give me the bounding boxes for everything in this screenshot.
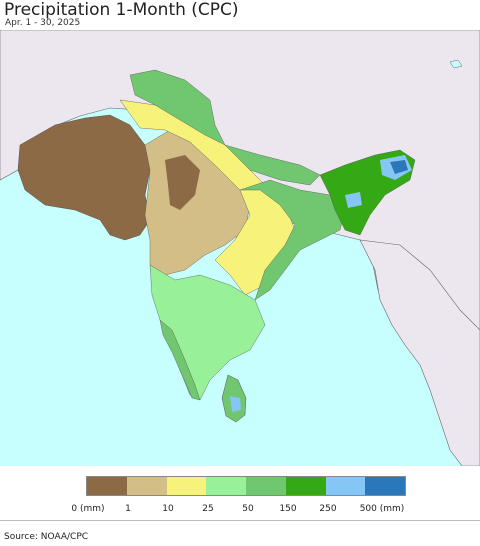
region-northeast-wettest — [390, 160, 408, 174]
legend-swatch — [246, 477, 286, 495]
legend-label: 25 — [202, 504, 214, 514]
legend-label: 10 — [162, 504, 174, 514]
legend-label: 150 — [279, 504, 297, 514]
region-meghalaya-wet — [345, 192, 362, 208]
legend-swatch — [206, 477, 246, 495]
region-nepal — [224, 144, 321, 186]
legend-color-bar — [86, 476, 406, 496]
source-credit: Source: NOAA/CPC — [4, 532, 89, 542]
map-subtitle: Apr. 1 - 30, 2025 — [5, 18, 81, 28]
footer-divider — [0, 520, 480, 521]
legend-swatch — [325, 477, 366, 495]
legend-swatch — [285, 477, 326, 495]
region-southwest-coast — [159, 319, 201, 401]
map-title: Precipitation 1-Month (CPC) — [4, 0, 239, 20]
legend-swatch — [365, 477, 405, 495]
island-east — [449, 59, 463, 69]
land-southeast — [359, 239, 480, 466]
region-rajasthan-dry — [165, 155, 200, 210]
legend-label: 1 — [125, 504, 131, 514]
legend-label: 50 — [242, 504, 254, 514]
legend-swatch — [87, 477, 127, 495]
legend-label: 250 — [319, 504, 337, 514]
legend-swatch — [166, 477, 207, 495]
precipitation-map — [0, 30, 480, 466]
region-pakistan-dry — [17, 114, 151, 241]
region-east-india — [239, 179, 346, 301]
region-sri-lanka-wet — [230, 396, 241, 412]
legend-label: 500 (mm) — [359, 504, 405, 514]
legend-label: 0 (mm) — [71, 504, 105, 514]
legend-swatch — [126, 477, 167, 495]
